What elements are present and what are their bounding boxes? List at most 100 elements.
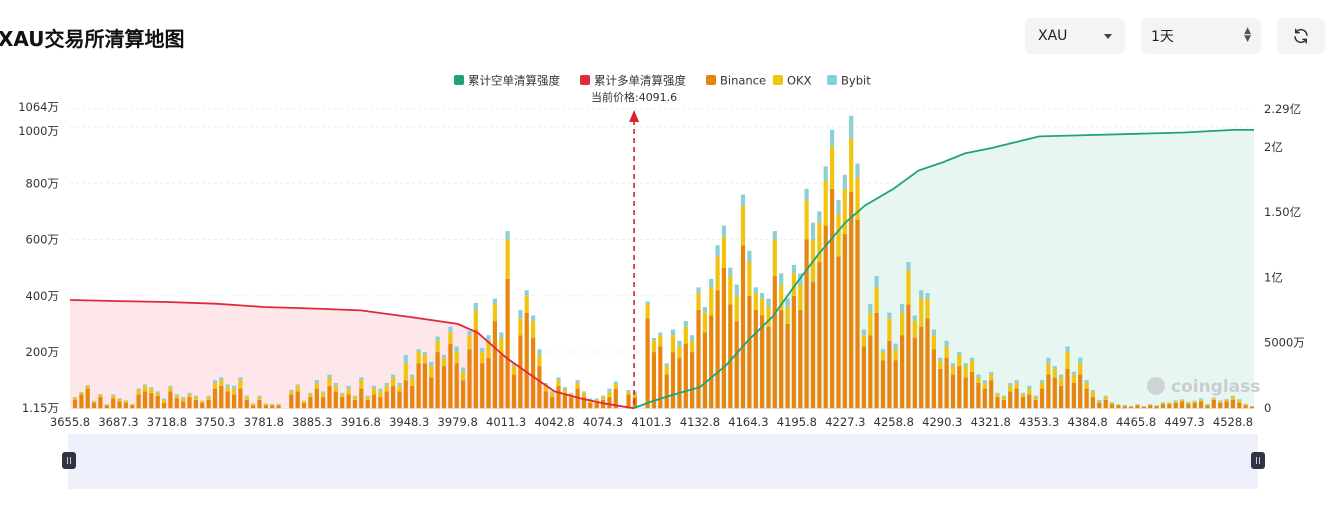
bar-bybit <box>429 361 434 367</box>
bar-binance <box>1008 391 1013 409</box>
bar-bybit <box>1090 390 1095 392</box>
bar-binance <box>422 363 427 409</box>
bar-okx <box>709 287 714 316</box>
bar-okx <box>212 383 218 389</box>
bar-okx <box>664 366 669 375</box>
y-left-tick-label: 200万 <box>26 345 59 359</box>
bar-binance <box>1192 402 1197 409</box>
bar-okx <box>670 335 676 353</box>
bar-bybit <box>295 384 300 386</box>
bar-bybit <box>830 129 835 147</box>
bar-bybit <box>785 298 790 307</box>
refresh-icon <box>1294 28 1308 44</box>
bar-okx <box>1186 402 1191 405</box>
bar-binance <box>1160 404 1165 409</box>
long-cum-area <box>70 300 635 409</box>
bar-bybit <box>467 331 472 336</box>
refresh-button[interactable] <box>1277 18 1325 54</box>
x-tick-label: 4321.8 <box>971 415 1011 429</box>
bar-binance <box>384 391 389 409</box>
bar-bybit <box>874 276 879 288</box>
bar-binance <box>740 245 746 409</box>
bar-binance <box>976 383 981 409</box>
bar-okx <box>887 318 892 341</box>
bar-bybit <box>1065 346 1070 352</box>
bar-binance <box>747 295 752 409</box>
bar-okx <box>982 383 987 389</box>
bar-bybit <box>747 250 752 263</box>
bar-okx <box>562 390 567 395</box>
legend-swatch <box>706 75 716 85</box>
bar-okx <box>1199 399 1204 402</box>
bar-bybit <box>1173 400 1178 402</box>
bar-okx <box>817 222 822 263</box>
bar-okx <box>263 404 268 406</box>
bar-okx <box>963 366 968 378</box>
bar-okx <box>142 385 148 392</box>
watermark: coinglass <box>1147 377 1260 397</box>
bar-bybit <box>1243 403 1248 405</box>
bar-binance <box>429 377 434 409</box>
bar-binance <box>798 309 803 409</box>
bar-okx <box>410 377 415 386</box>
bar-bybit <box>321 391 326 393</box>
bar-okx <box>696 293 701 310</box>
bar-bybit <box>454 346 459 352</box>
bar-okx <box>130 404 135 406</box>
cumulative-lines <box>69 129 1254 410</box>
bar-bybit <box>257 395 262 398</box>
bar-binance <box>861 346 866 409</box>
bar-okx <box>174 395 179 399</box>
bar-binance <box>887 340 892 409</box>
bar-okx <box>791 273 796 296</box>
bar-binance <box>257 399 262 409</box>
bar-bybit <box>1020 392 1026 395</box>
bar-binance <box>1097 402 1102 409</box>
bar-okx <box>1243 404 1248 406</box>
bar-okx <box>995 394 1000 398</box>
bar-okx <box>868 312 873 336</box>
bar-bybit <box>1186 401 1191 403</box>
bar-bybit <box>772 231 777 240</box>
legend-swatch <box>773 75 783 85</box>
bar-okx <box>397 385 402 392</box>
symbol-select[interactable]: XAU <box>1025 18 1125 54</box>
bar-okx <box>486 340 491 358</box>
zoom-slider-track[interactable] <box>68 434 1258 489</box>
y-left-tick-label: 400万 <box>26 289 59 303</box>
bar-bybit <box>378 388 383 392</box>
zoom-handle-left[interactable] <box>62 452 76 469</box>
bar-bybit <box>1014 380 1019 383</box>
legend[interactable]: 累计空单清算强度 累计多单清算强度 Binance OKX Bybit <box>454 74 871 88</box>
zoom-handle-right[interactable] <box>1251 452 1265 469</box>
bar-bybit <box>461 367 466 372</box>
bar-okx <box>734 295 739 322</box>
bar-bybit <box>1033 395 1038 398</box>
bar-okx <box>1103 397 1108 400</box>
bar-binance <box>1141 406 1146 409</box>
x-tick-label: 4195.8 <box>777 415 817 429</box>
legend-swatch <box>454 75 464 85</box>
bar-binance <box>232 394 237 409</box>
bar-okx <box>155 392 160 396</box>
bar-bybit <box>85 385 90 386</box>
bar-binance <box>690 352 695 409</box>
range-select[interactable]: 1天 ▲ ▼ <box>1141 18 1261 54</box>
bar-bybit <box>155 391 160 393</box>
x-tick-label: 4353.3 <box>1019 415 1059 429</box>
bar-okx <box>384 385 389 392</box>
bar-okx <box>1014 383 1019 389</box>
bar-okx <box>225 387 230 392</box>
bar-bybit <box>912 315 917 322</box>
bar-okx <box>511 366 517 375</box>
bar-bybit <box>416 349 421 352</box>
bar-binance <box>779 309 784 409</box>
y-right-tick-label: 2.29亿 <box>1264 102 1301 116</box>
bar-binance <box>1116 405 1121 409</box>
bar-okx <box>715 256 720 291</box>
bar-bybit <box>740 194 746 206</box>
bar-binance <box>906 304 911 409</box>
legend-swatch <box>827 75 837 85</box>
bar-bybit <box>760 293 765 299</box>
bar-binance <box>142 391 148 409</box>
